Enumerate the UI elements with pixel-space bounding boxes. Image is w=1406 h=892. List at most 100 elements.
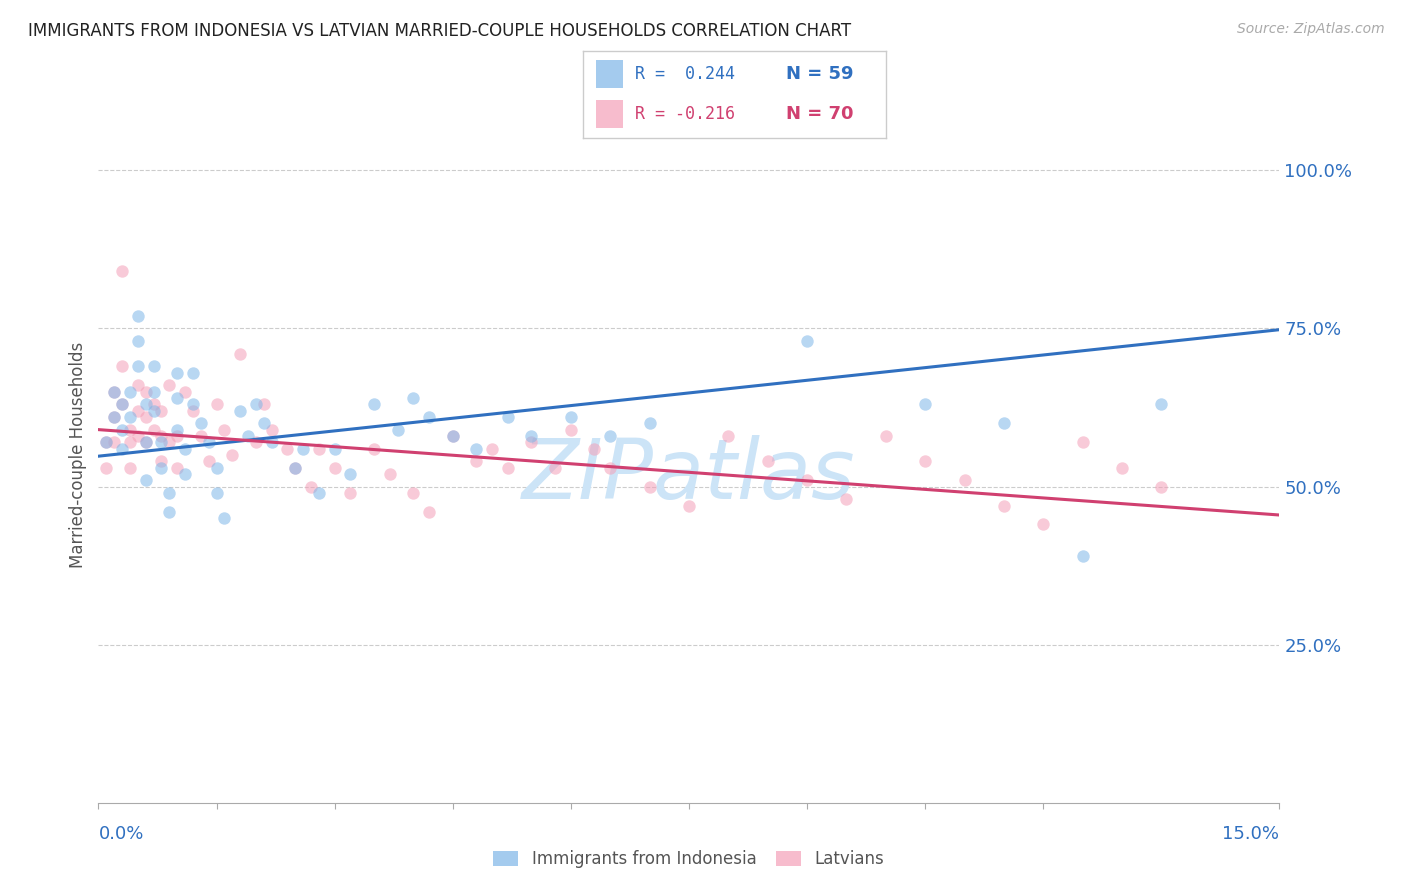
Point: [914, 397, 936, 411]
Point: [118, 435, 141, 450]
Point: [181, 366, 204, 380]
Point: [190, 429, 212, 443]
Point: [245, 435, 267, 450]
Point: [292, 442, 315, 456]
Point: [103, 409, 125, 424]
Point: [214, 511, 236, 525]
Point: [229, 403, 252, 417]
Point: [166, 460, 188, 475]
Point: [181, 403, 204, 417]
Point: [717, 429, 740, 443]
Point: [284, 460, 307, 475]
Point: [583, 442, 606, 456]
Point: [96, 435, 118, 450]
Point: [127, 429, 149, 443]
Point: [308, 442, 330, 456]
Text: 0.0%: 0.0%: [98, 825, 143, 843]
Point: [418, 409, 440, 424]
Point: [253, 397, 276, 411]
Point: [197, 454, 219, 468]
Point: [166, 429, 188, 443]
Point: [441, 429, 464, 443]
Point: [150, 460, 173, 475]
Point: [993, 417, 1015, 431]
Point: [339, 467, 361, 481]
Point: [284, 460, 307, 475]
Point: [111, 423, 134, 437]
Point: [835, 492, 858, 507]
Point: [520, 429, 543, 443]
Point: [638, 417, 661, 431]
Point: [205, 460, 228, 475]
Point: [260, 435, 283, 450]
Point: [214, 423, 236, 437]
Text: N = 59: N = 59: [786, 65, 853, 84]
Point: [496, 460, 519, 475]
Point: [402, 486, 425, 500]
Point: [1111, 460, 1133, 475]
Point: [111, 397, 134, 411]
Point: [166, 391, 188, 405]
Point: [142, 397, 165, 411]
Text: ZIPatlas: ZIPatlas: [522, 435, 856, 516]
Point: [157, 486, 180, 500]
Point: [157, 505, 180, 519]
Point: [496, 409, 519, 424]
Point: [756, 454, 779, 468]
Point: [599, 429, 621, 443]
Point: [142, 423, 165, 437]
Point: [245, 397, 267, 411]
Point: [402, 391, 425, 405]
Point: [197, 435, 219, 450]
Text: Source: ZipAtlas.com: Source: ZipAtlas.com: [1237, 22, 1385, 37]
Point: [465, 454, 488, 468]
Point: [253, 417, 276, 431]
Point: [418, 505, 440, 519]
Point: [363, 442, 385, 456]
Point: [111, 397, 134, 411]
Point: [520, 435, 543, 450]
Point: [875, 429, 897, 443]
Point: [1071, 435, 1094, 450]
Point: [308, 486, 330, 500]
Point: [127, 334, 149, 348]
Point: [638, 479, 661, 493]
Point: [118, 423, 141, 437]
Point: [127, 309, 149, 323]
Point: [103, 384, 125, 399]
Point: [560, 409, 582, 424]
Point: [103, 435, 125, 450]
Point: [157, 435, 180, 450]
Point: [150, 429, 173, 443]
Point: [993, 499, 1015, 513]
Point: [118, 384, 141, 399]
Point: [135, 473, 157, 487]
Point: [796, 473, 818, 487]
Point: [481, 442, 503, 456]
Point: [150, 454, 173, 468]
Point: [157, 378, 180, 392]
Point: [236, 429, 259, 443]
Text: R =  0.244: R = 0.244: [636, 65, 735, 84]
Point: [142, 384, 165, 399]
Legend: Immigrants from Indonesia, Latvians: Immigrants from Indonesia, Latvians: [486, 843, 891, 874]
Point: [205, 486, 228, 500]
Point: [1150, 479, 1173, 493]
Point: [135, 435, 157, 450]
Point: [174, 384, 197, 399]
Point: [103, 409, 125, 424]
Point: [174, 467, 197, 481]
Point: [299, 479, 322, 493]
Point: [181, 397, 204, 411]
Point: [150, 403, 173, 417]
Point: [96, 460, 118, 475]
Text: R = -0.216: R = -0.216: [636, 104, 735, 123]
Point: [378, 467, 401, 481]
Point: [205, 397, 228, 411]
Point: [914, 454, 936, 468]
Point: [96, 435, 118, 450]
Point: [339, 486, 361, 500]
Point: [118, 409, 141, 424]
Point: [221, 448, 243, 462]
Point: [135, 409, 157, 424]
